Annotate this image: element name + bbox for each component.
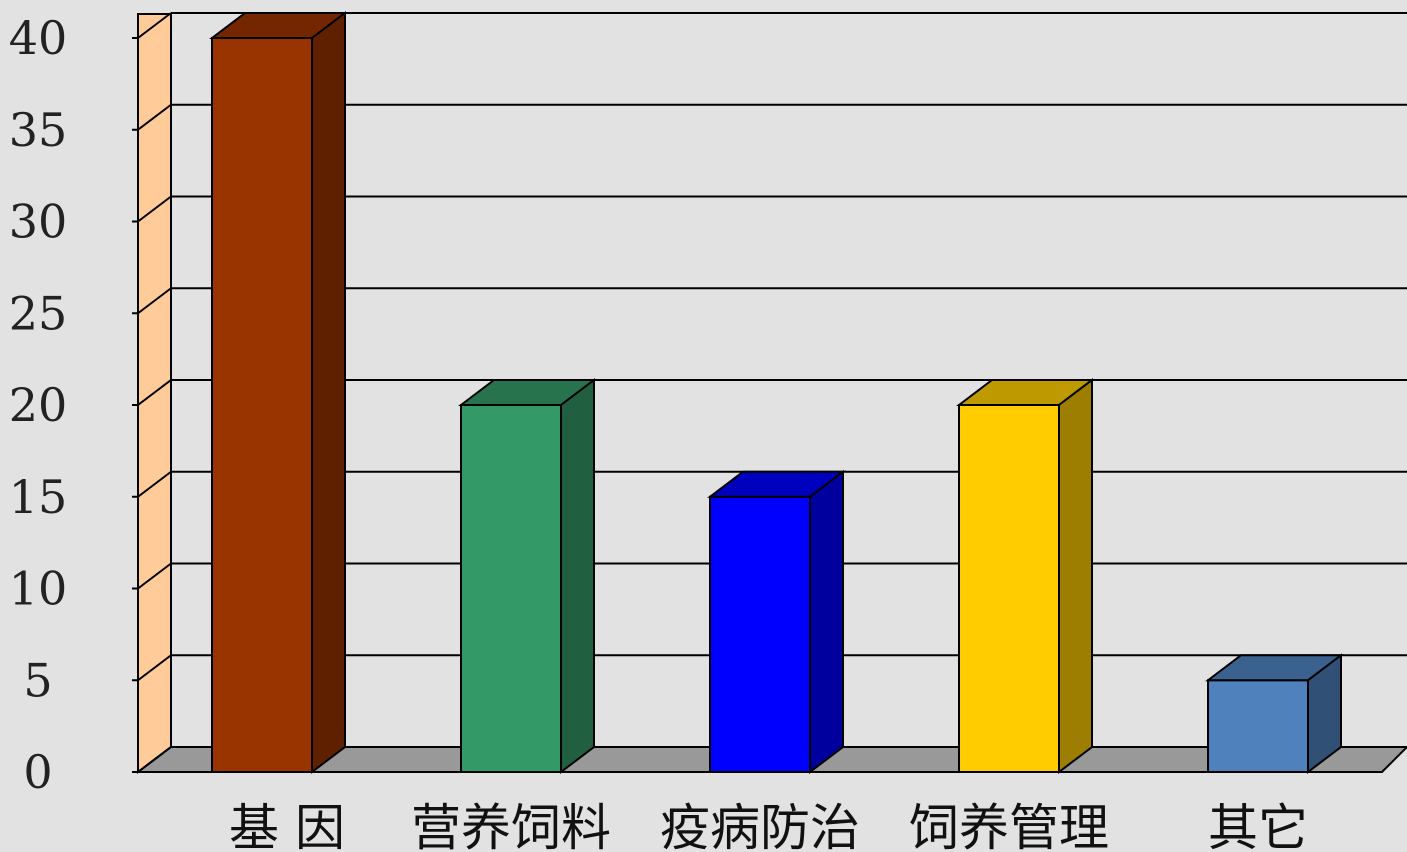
- bar-1: [209, 10, 348, 775]
- bar-front: [709, 495, 811, 773]
- x-axis: 基 因 营养饲料 疫病防治 饲养管理 其它: [229, 799, 1308, 852]
- y-tick-label: 35: [9, 103, 68, 157]
- bar-front: [958, 404, 1060, 773]
- bar-front: [211, 37, 313, 773]
- bar-front: [1207, 679, 1309, 773]
- y-tick-label: 25: [9, 286, 68, 340]
- y-tick-label: 0: [23, 745, 52, 799]
- y-tick-label: 15: [9, 470, 68, 524]
- bar-side: [1058, 377, 1093, 775]
- bar-front: [460, 404, 562, 773]
- x-tick-label: 基 因: [229, 799, 345, 852]
- bar-3: [707, 469, 846, 775]
- wall-gridline: [137, 379, 172, 406]
- x-tick-label: 疫病防治: [660, 799, 860, 852]
- wall-gridline: [137, 103, 172, 131]
- wall-gridline: [137, 195, 172, 223]
- wall-gridline: [137, 562, 172, 590]
- bars: [209, 10, 1344, 775]
- bar-side: [311, 10, 346, 775]
- x-tick-label: 其它: [1208, 799, 1308, 852]
- x-tick-label: 饲养管理: [909, 799, 1109, 852]
- wall-gridline: [137, 746, 172, 773]
- y-axis: 0 5 10 15 20 25 30 35 40: [9, 11, 139, 799]
- bar-2: [458, 377, 597, 775]
- bar-4: [956, 377, 1095, 775]
- wall-gridline: [137, 287, 172, 315]
- y-tick-label: 5: [23, 653, 52, 707]
- y-tick-label: 10: [9, 562, 68, 616]
- y-tick-label: 20: [9, 378, 68, 432]
- bar-5: [1205, 653, 1344, 775]
- x-tick-label: 营养饲料: [411, 799, 611, 852]
- bar-side: [560, 377, 595, 775]
- y-tick-label: 30: [9, 195, 68, 249]
- wall-gridline: [137, 470, 172, 498]
- bar-side: [1307, 653, 1342, 775]
- wall-gridline: [137, 12, 172, 39]
- bar-side: [809, 469, 844, 775]
- wall-gridline: [137, 654, 172, 682]
- y-tick-label: 40: [9, 11, 68, 65]
